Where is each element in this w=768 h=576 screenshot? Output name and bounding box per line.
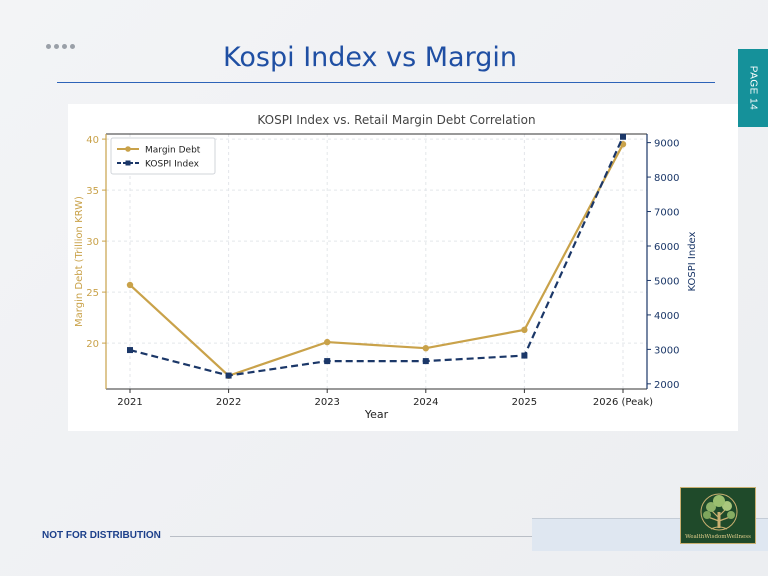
- x-tick-label: 2026 (Peak): [593, 397, 653, 408]
- margin-debt-point: [126, 281, 134, 289]
- x-tick-label: 2024: [413, 397, 438, 408]
- page-number-label: PAGE 14: [747, 65, 759, 111]
- y-left-tick-label: 25: [86, 288, 99, 299]
- slide-title: Kospi Index vs Margin: [223, 42, 517, 73]
- logo-text: WealthWisdomWellness: [685, 534, 751, 540]
- x-tick-label: 2023: [314, 397, 339, 408]
- margin-debt-line: [129, 143, 624, 377]
- y-left-tick-label: 20: [86, 339, 99, 350]
- margin-debt-point: [521, 326, 528, 334]
- x-tick-label: 2021: [117, 397, 142, 408]
- y-right-tick-label: 8000: [654, 173, 679, 184]
- kospi-index-point: [225, 372, 232, 379]
- kospi-index-point: [620, 133, 626, 140]
- kospi-index-point: [521, 352, 528, 359]
- x-tick-label: 2025: [512, 397, 537, 408]
- margin-debt-point: [422, 345, 429, 352]
- y-right-tick-label: 4000: [654, 311, 679, 322]
- footer-divider: [170, 536, 532, 537]
- y-right-tick-label: 3000: [654, 345, 679, 356]
- legend-margin-debt-marker: [125, 146, 131, 152]
- legend-box: [110, 137, 216, 175]
- kospi-index-point: [422, 358, 429, 365]
- y-right-tick-label: 7000: [654, 208, 679, 219]
- chart-title: KOSPI Index vs. Retail Margin Debt Corre…: [257, 113, 535, 127]
- y-left-tick-label: 40: [86, 135, 99, 146]
- y-right-tick-label: 2000: [654, 380, 679, 391]
- legend-kospi-index-marker: [125, 160, 131, 166]
- tree-icon: [700, 493, 738, 531]
- page-tab: PAGE 14: [738, 49, 768, 127]
- y-right-tick-label: 5000: [654, 276, 679, 287]
- kospi-index-point: [127, 347, 133, 354]
- brand-logo: WealthWisdomWellness: [680, 487, 756, 544]
- footer-label: NOT FOR DISTRIBUTION: [42, 530, 161, 541]
- chart-card: KOSPI Index vs. Retail Margin Debt Corre…: [68, 104, 738, 431]
- x-tick-label: 2022: [216, 397, 241, 408]
- margin-debt-point: [324, 338, 331, 346]
- legend-margin-debt-label: Margin Debt: [145, 146, 201, 156]
- y-right-tick-label: 6000: [654, 242, 679, 253]
- decorative-dots: [46, 44, 75, 49]
- y-left-tick-label: 35: [86, 186, 99, 197]
- y-right-axis-label: KOSPI Index: [687, 231, 698, 291]
- legend-kospi-index-label: KOSPI Index: [145, 160, 200, 170]
- kospi-margin-chart: KOSPI Index vs. Retail Margin Debt Corre…: [74, 113, 698, 421]
- y-left-axis-label: Margin Debt (Trillion KRW): [74, 196, 85, 327]
- kospi-index-point: [324, 358, 331, 365]
- y-left-tick-label: 30: [86, 237, 99, 248]
- title-divider: [57, 82, 715, 83]
- y-right-tick-label: 9000: [654, 139, 679, 150]
- x-axis-label: Year: [364, 408, 389, 421]
